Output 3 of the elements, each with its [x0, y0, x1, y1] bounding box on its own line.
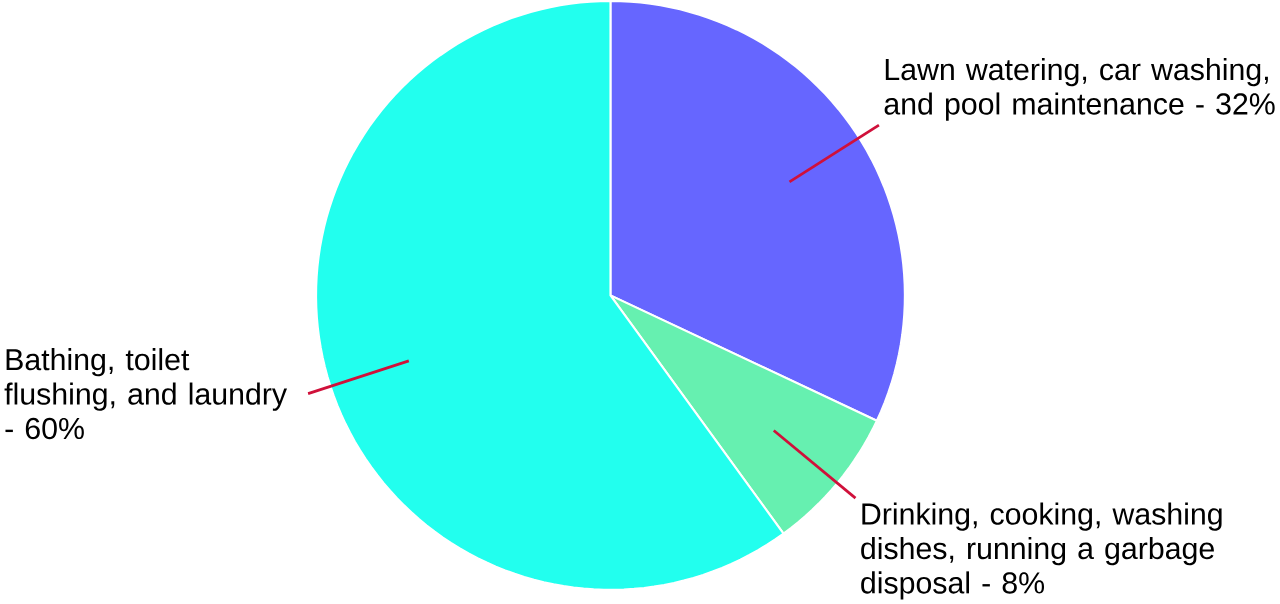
slice-label: Drinking, cooking, washing dishes, running a garbage disposal - 8%: [861, 502, 1222, 600]
slice-label: Bathing, toilet flushing, and laundry - 60%: [4, 348, 287, 440]
slice-label: Lawn watering, car washing, and pool maintenance - 32%: [884, 58, 1275, 121]
